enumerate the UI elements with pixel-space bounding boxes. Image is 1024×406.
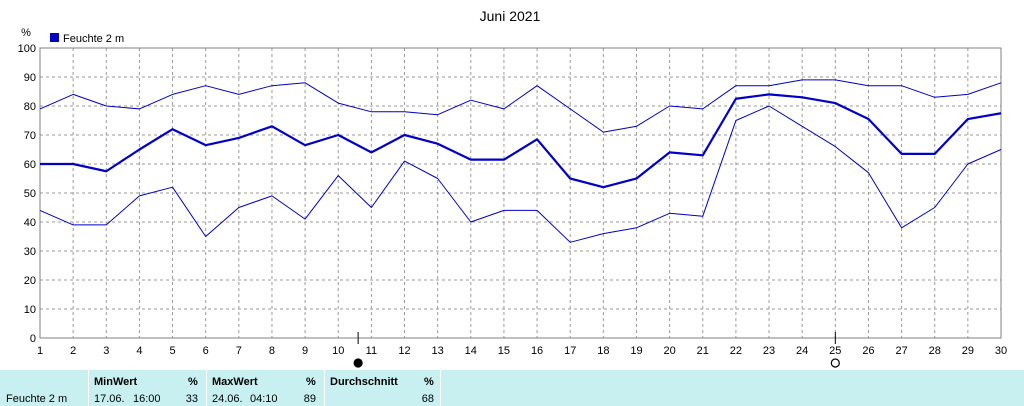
min-value: 33 [185, 393, 198, 405]
stats-series-label: Feuchte 2 m [6, 393, 68, 405]
x-tick-label: 29 [962, 345, 974, 357]
x-tick-label: 22 [730, 345, 742, 357]
statistics-bar: Feuchte 2 m MinWert % 17.06. 16:00 33 Ma… [0, 370, 1024, 406]
x-tick-label: 18 [597, 345, 609, 357]
x-tick-label: 13 [432, 345, 444, 357]
series-line-max [39, 79, 1002, 133]
x-tick-label: 24 [796, 345, 808, 357]
y-tick-label: 90 [24, 72, 36, 84]
max-value: 89 [303, 393, 316, 405]
y-tick-label: 100 [18, 43, 36, 55]
series-line-mean [40, 93, 1002, 189]
min-time: 16:00 [133, 393, 161, 405]
x-tick-label: 20 [663, 345, 675, 357]
x-tick-label: 7 [236, 345, 242, 357]
y-tick-label: 30 [24, 246, 36, 258]
min-date: 17.06. [94, 393, 125, 405]
max-header: MaxWert [212, 376, 258, 388]
y-tick-label: 60 [24, 159, 36, 171]
moon-markers [353, 332, 840, 368]
x-tick-label: 25 [829, 345, 841, 357]
x-tick-label: 6 [203, 345, 209, 357]
y-tick-label: 10 [24, 304, 36, 316]
x-tick-label: 5 [169, 345, 175, 357]
x-tick-label: 19 [630, 345, 642, 357]
x-tick-label: 17 [564, 345, 576, 357]
new-moon-icon [830, 358, 840, 368]
series-lines [39, 79, 1002, 243]
avg-header: Durchschnitt [330, 376, 398, 388]
x-tick-label: 2 [70, 345, 76, 357]
x-tick-label: 23 [763, 345, 775, 357]
min-unit: % [188, 376, 198, 388]
max-unit: % [306, 376, 316, 388]
avg-value: 68 [421, 393, 434, 405]
max-date: 24.06. [212, 393, 243, 405]
max-time: 04:10 [250, 393, 278, 405]
legend-swatch [50, 33, 59, 42]
x-tick-label: 14 [465, 345, 477, 357]
series-line-min [39, 105, 1002, 243]
chart-title: Juni 2021 [480, 8, 541, 24]
x-tick-label: 27 [895, 345, 907, 357]
x-tick-label: 8 [269, 345, 275, 357]
x-tick-label: 30 [995, 345, 1007, 357]
y-axis-unit: % [21, 27, 31, 39]
y-tick-label: 0 [30, 333, 36, 345]
full-moon-icon [353, 358, 363, 368]
x-tick-label: 12 [398, 345, 410, 357]
x-tick-label: 4 [136, 345, 142, 357]
x-tick-label: 11 [366, 345, 377, 357]
x-tick-label: 1 [37, 345, 43, 357]
plot-frame [39, 47, 1002, 339]
x-tick-label: 16 [531, 345, 543, 357]
min-header: MinWert [94, 376, 138, 388]
x-tick-label: 15 [498, 345, 510, 357]
avg-unit: % [424, 376, 434, 388]
x-tick-label: 9 [302, 345, 308, 357]
y-tick-label: 70 [24, 130, 36, 142]
x-tick-label: 10 [332, 345, 344, 357]
legend-label: Feuchte 2 m [63, 33, 124, 45]
x-tick-label: 3 [103, 345, 109, 357]
x-tick-label: 28 [929, 345, 941, 357]
y-tick-label: 50 [24, 188, 36, 200]
y-tick-label: 80 [24, 101, 36, 113]
x-tick-label: 21 [697, 345, 709, 357]
humidity-chart: Juni 2021 % Feuchte 2 m 0 10 20 30 40 50 60 70 8… [18, 8, 1007, 368]
y-tick-label: 40 [24, 217, 36, 229]
x-tick-label: 26 [862, 345, 874, 357]
y-tick-label: 20 [24, 275, 36, 287]
